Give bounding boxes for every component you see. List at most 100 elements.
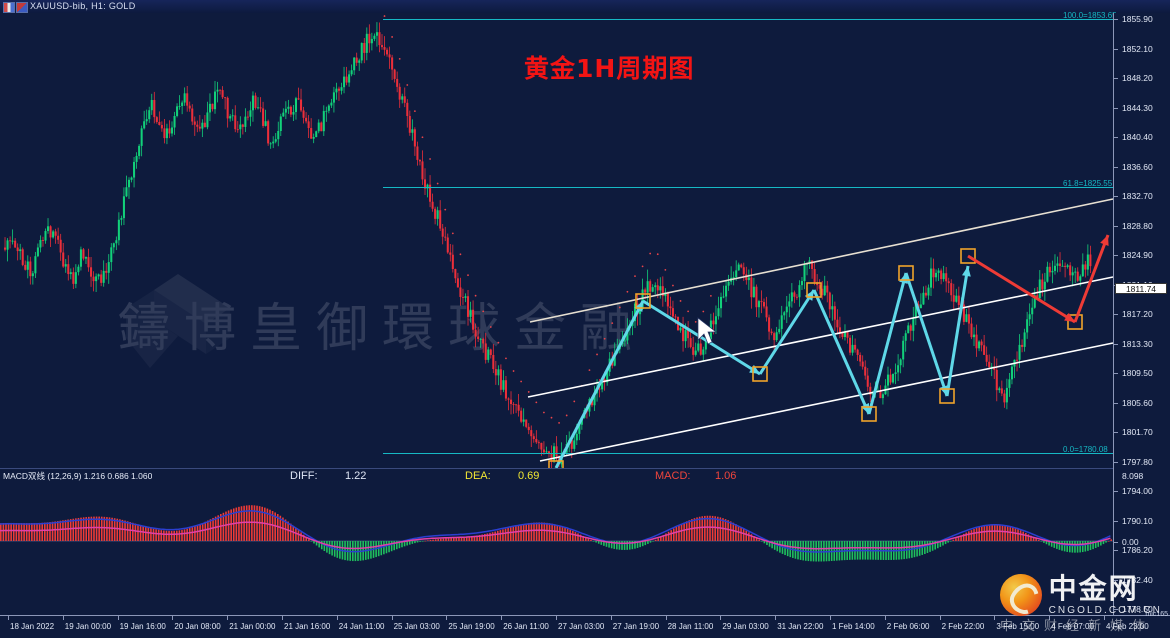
fib-label-100: 100.0=1853.65	[1063, 11, 1117, 20]
price-axis-label: 1778.50	[1122, 604, 1153, 614]
macd-header-label: MACD双线 (12,26,9) 1.216 0.686 1.060	[3, 471, 153, 481]
time-axis-label: 2 Feb 22:00	[941, 622, 985, 631]
time-axis-label: 2 Feb 06:00	[886, 622, 930, 631]
cngold-slogan: 中文财经新媒体	[999, 619, 1154, 634]
price-axis-label: 1797.80	[1122, 456, 1153, 467]
time-axis-label: 19 Jan 16:00	[119, 622, 166, 631]
price-axis-label: 1817.20	[1122, 309, 1153, 319]
current-price-tag: 1811.74	[1115, 283, 1167, 294]
time-axis-tick	[939, 616, 941, 620]
time-axis-label: 3 Feb 15:00	[996, 622, 1040, 631]
time-axis-label: 19 Jan 00:00	[64, 622, 112, 631]
time-axis[interactable]: 18 Jan 2022 19 Jan 00:00 19 Jan 16:00 20 Ja…	[0, 615, 1170, 638]
price-axis-tick	[1114, 579, 1118, 581]
time-axis-label: 18 Jan 2022	[10, 622, 55, 631]
bar-chart-icon[interactable]	[3, 2, 15, 13]
watermark-text: 鑄博皇御環球金融	[118, 298, 647, 359]
time-axis-tick	[884, 616, 886, 620]
chart-annotation-title: 黄金1H周期图	[524, 54, 695, 83]
price-axis-tick	[1114, 196, 1118, 197]
price-axis-label: 1832.70	[1122, 191, 1153, 201]
price-axis-tick	[1114, 19, 1118, 20]
price-axis-label: 1801.70	[1122, 427, 1153, 437]
price-axis-tick	[1114, 166, 1118, 168]
time-axis-label: 4 Feb 07:00	[1051, 622, 1094, 631]
time-axis-label: 1 Feb 14:00	[832, 622, 875, 631]
mouse-cursor-icon	[697, 317, 718, 345]
price-axis-tick	[1114, 402, 1118, 404]
time-axis-tick	[282, 616, 283, 620]
macd-dea-value: 0.69	[518, 470, 540, 482]
price-axis-tick	[1114, 314, 1118, 315]
price-axis-tick	[1114, 520, 1118, 522]
time-axis-label: 27 Jan 03:00	[558, 622, 605, 631]
fib-label-618: 61.8=1825.55	[1063, 179, 1113, 188]
price-axis-tick	[1114, 255, 1118, 256]
time-axis-tick	[994, 616, 996, 620]
price-axis-tick	[1114, 550, 1118, 551]
time-axis-tick	[172, 616, 174, 620]
time-axis-label: 21 Jan 16:00	[284, 622, 331, 631]
price-axis-label: 1855.90	[1122, 14, 1153, 24]
window-title-bar: XAUUSD-bib, H1: GOLD	[0, 0, 1170, 14]
price-axis-label: 1840.40	[1122, 132, 1153, 142]
macd-macd-label: MACD:	[655, 470, 691, 482]
time-axis-tick	[610, 616, 612, 620]
price-axis-label: 1805.60	[1122, 397, 1153, 408]
time-axis-label: 24 Jan 11:00	[338, 622, 385, 631]
diamond-logo-icon	[126, 274, 230, 368]
price-axis-tick	[1114, 461, 1118, 463]
time-axis-tick	[720, 616, 722, 620]
symbol-title: XAUUSD-bib, H1: GOLD	[30, 1, 136, 11]
time-axis-tick	[8, 616, 9, 620]
price-axis-tick	[1114, 78, 1118, 79]
price-axis-label: 1809.50	[1122, 368, 1153, 378]
cngold-logo: 中金网 CNGOLD.COM.CN	[999, 571, 1162, 616]
candle-chart-icon[interactable]	[16, 2, 28, 13]
macd-scale-top: 8.098	[1122, 471, 1144, 481]
fib-label-0: 0.0=1780.08	[1063, 445, 1108, 454]
macd-indicator-panel[interactable]	[0, 468, 1113, 616]
mic-badge: mic165	[1145, 611, 1168, 618]
time-axis-label: 27 Jan 19:00	[612, 622, 660, 631]
price-axis-label: 1813.30	[1122, 338, 1153, 349]
price-axis-label: 1848.20	[1122, 73, 1153, 83]
price-axis-tick	[1114, 373, 1118, 374]
price-axis-label: 1844.30	[1122, 102, 1153, 113]
time-axis-tick	[1104, 616, 1105, 620]
time-axis-tick	[830, 616, 831, 620]
price-axis-tick	[1114, 107, 1118, 109]
price-axis-tick	[1114, 432, 1118, 433]
macd-scale-tick	[1114, 542, 1118, 543]
time-axis-label: 26 Jan 11:00	[503, 622, 549, 631]
fib-line-0	[383, 453, 1113, 454]
time-axis-tick	[501, 616, 503, 620]
price-axis-label: 1852.10	[1122, 43, 1153, 54]
price-chart-panel[interactable]: 鑄博皇御環球金融 100.0=1853.65 61.8=1825.55 0.0=…	[0, 11, 1117, 476]
time-axis-tick	[62, 616, 64, 620]
time-axis-label: 28 Jan 11:00	[667, 622, 714, 631]
macd-dea-label: DEA:	[465, 470, 491, 482]
time-axis-label: 25 Jan 19:00	[448, 622, 495, 631]
fib-line-618	[383, 187, 1113, 188]
macd-diff-label: DIFF:	[290, 470, 318, 482]
time-axis-tick	[227, 616, 229, 620]
macd-scale-zero: 0.00	[1122, 537, 1139, 547]
price-axis-label: 1824.90	[1122, 250, 1153, 260]
time-axis-label: 25 Jan 03:00	[393, 622, 440, 631]
price-axis-tick	[1114, 491, 1118, 492]
time-axis-tick	[391, 616, 393, 620]
price-axis-tick	[1114, 48, 1118, 50]
price-axis-tick	[1114, 225, 1118, 227]
price-axis-label: 1836.60	[1122, 161, 1153, 172]
price-axis-tick	[1114, 343, 1118, 345]
cngold-cn-name: 中金网	[1048, 571, 1139, 605]
time-axis-label: 4 Feb 23:00	[1106, 622, 1149, 631]
price-axis-label: 1794.00	[1122, 486, 1153, 496]
cngold-domain: CNGOLD.COM.CN	[1048, 604, 1162, 616]
time-axis-tick	[1049, 616, 1051, 620]
price-axis[interactable]: 1855.90 1852.10 1848.20 1844.30 1840.40 1836.…	[1113, 13, 1170, 615]
time-axis-tick	[665, 616, 667, 620]
macd-series	[0, 505, 1113, 562]
